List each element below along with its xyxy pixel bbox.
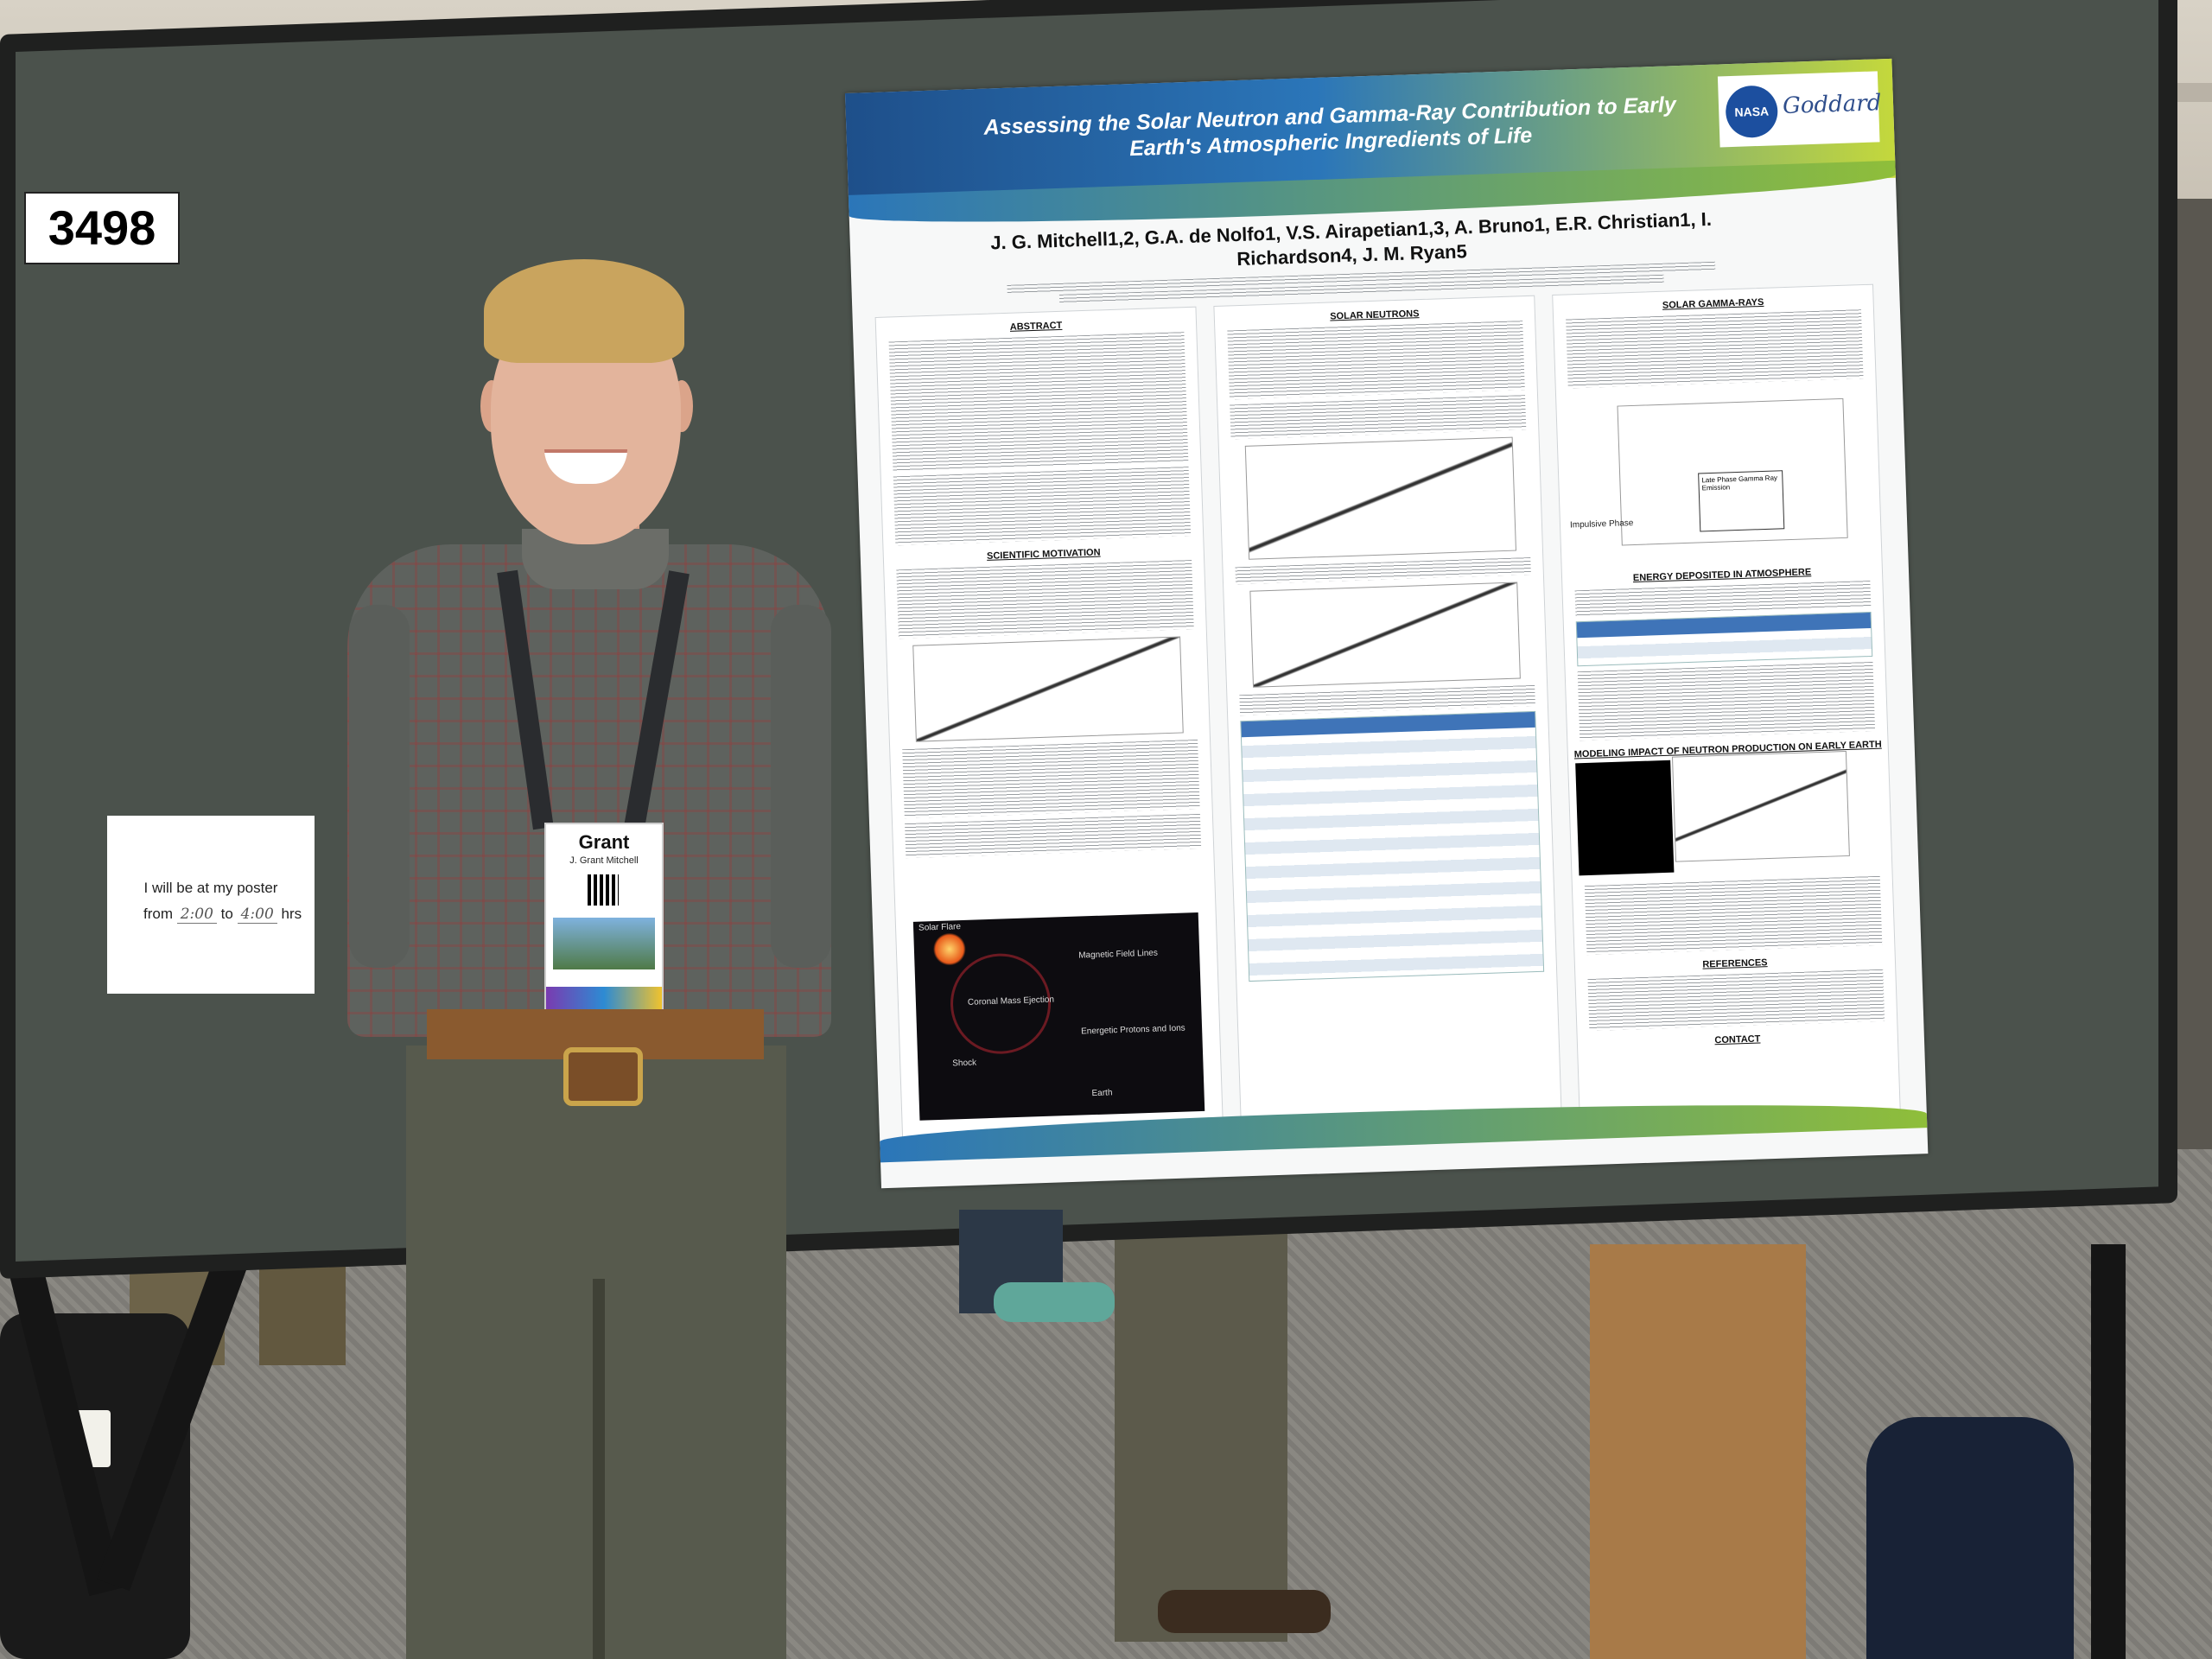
event-table: [1240, 710, 1545, 982]
from-label: from: [143, 906, 173, 922]
background-person-shoe: [1158, 1590, 1331, 1633]
presenter-hair: [484, 259, 684, 363]
pants-leg-gap: [593, 1279, 605, 1659]
abstract-text: [888, 332, 1189, 472]
neutron-text: [1239, 684, 1535, 716]
hours-label: hrs: [281, 906, 302, 922]
solar-flare-diagram: Solar Flare Coronal Mass Ejection Magnet…: [912, 912, 1205, 1121]
neutron-text: [1230, 395, 1527, 440]
background-person-legs: [1115, 1210, 1287, 1642]
neutron-text: [1235, 556, 1531, 585]
references-text: [1587, 969, 1885, 1032]
badge-strip: [546, 987, 662, 1009]
gamma-ray-plot: Late Phase Gamma Ray Emission Impulsive …: [1570, 397, 1848, 546]
energy-table: [1575, 611, 1873, 667]
presenter-arm: [771, 605, 831, 968]
modeling-plot: [1671, 750, 1850, 862]
late-phase-label: Late Phase Gamma Ray Emission: [1698, 470, 1785, 532]
name-badge: Grant J. Grant Mitchell: [544, 823, 664, 1011]
gamma-text: [1566, 309, 1864, 389]
label-field-lines: Magnetic Field Lines: [1078, 948, 1159, 961]
impulsive-phase-label: Impulsive Phase: [1569, 518, 1634, 531]
sun-icon: [932, 931, 967, 967]
research-poster: Assessing the Solar Neutron and Gamma-Ra…: [845, 58, 1929, 1189]
motivation-text: [896, 559, 1194, 639]
abstract-text: [893, 467, 1192, 546]
time-series-plot: [912, 636, 1184, 742]
badge-full-name: J. Grant Mitchell: [569, 855, 639, 866]
board-leg: [2091, 1244, 2126, 1659]
modeling-text: [1584, 875, 1883, 956]
presenter-arm: [349, 605, 410, 968]
background-person-legs: [1590, 1244, 1806, 1659]
energy-text: [1574, 580, 1872, 617]
from-time: 2:00: [176, 906, 217, 924]
backpack: [1866, 1417, 2074, 1659]
belt-buckle: [563, 1047, 643, 1106]
bullet-list: [902, 739, 1200, 819]
poster-column-middle: SOLAR NEUTRONS: [1213, 295, 1563, 1137]
label-shock: Shock: [952, 1058, 977, 1069]
label-protons: Energetic Protons and Ions: [1080, 1023, 1185, 1037]
poster-column-left: ABSTRACT SCIENTIFIC MOTIVATION Solar Fla…: [874, 306, 1224, 1148]
energy-plot: [1249, 582, 1521, 688]
label-earth: Earth: [1091, 1088, 1113, 1099]
background-person-shoe: [994, 1282, 1115, 1322]
survival-probability-plot: [1244, 436, 1516, 560]
nasa-logo: NASA: [1725, 85, 1779, 139]
poster-column-right: SOLAR GAMMA-RAYS Late Phase Gamma Ray Em…: [1552, 283, 1901, 1126]
to-label: to: [220, 906, 233, 922]
badge-first-name: Grant: [578, 831, 630, 853]
early-earth-figure: [1575, 760, 1675, 876]
availability-times: from 2:00 to 4:00 hrs: [143, 906, 302, 924]
qr-code-icon: [588, 874, 619, 906]
section-heading: CONTACT: [1714, 1033, 1761, 1046]
badge-photo: [553, 918, 655, 969]
to-time: 4:00: [237, 906, 277, 924]
goddard-logo: Goddard: [1782, 90, 1882, 120]
label-solar-flare: Solar Flare: [918, 922, 962, 933]
board-number-card: 3498: [24, 192, 180, 264]
neutron-text: [1227, 321, 1525, 400]
energy-text: [1577, 661, 1876, 741]
poster-logos: NASA Goddard: [1717, 71, 1882, 148]
availability-line: I will be at my poster: [143, 880, 278, 896]
availability-note: I will be at my poster from 2:00 to 4:00…: [107, 816, 315, 994]
bullet-list: [905, 813, 1202, 859]
